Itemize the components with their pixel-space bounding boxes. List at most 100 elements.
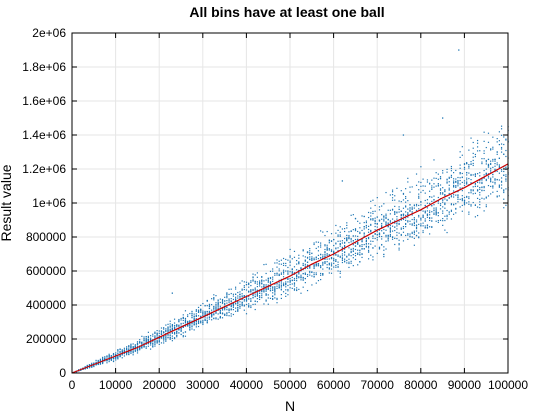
scatter-point [304, 282, 306, 284]
scatter-point [498, 185, 500, 187]
scatter-point [204, 319, 206, 321]
scatter-point [433, 177, 435, 179]
scatter-point [354, 252, 357, 254]
scatter-point [503, 174, 505, 176]
scatter-point [254, 290, 256, 292]
scatter-point [405, 205, 407, 207]
scatter-point [328, 242, 330, 244]
scatter-point [119, 355, 121, 357]
scatter-point [405, 201, 407, 203]
scatter-point [492, 148, 494, 150]
scatter-point [426, 181, 429, 183]
scatter-point [252, 273, 254, 275]
scatter-point [230, 297, 232, 300]
scatter-point [171, 337, 173, 339]
scatter-point [226, 302, 228, 304]
scatter-point [337, 270, 339, 272]
scatter-point [315, 263, 317, 266]
scatter-point [344, 251, 346, 253]
scatter-point [344, 258, 346, 260]
scatter-point [250, 289, 252, 291]
scatter-point [354, 255, 357, 257]
scatter-point [361, 253, 363, 255]
scatter-point [490, 163, 492, 165]
scatter-point [226, 312, 228, 314]
scatter-point [424, 227, 426, 229]
scatter-point [258, 282, 261, 284]
scatter-point [328, 249, 330, 251]
scatter-point [450, 203, 453, 205]
scatter-point [176, 331, 178, 334]
scatter-point [361, 241, 363, 243]
scatter-point [328, 263, 330, 265]
scatter-point [202, 323, 204, 326]
scatter-point [147, 336, 149, 339]
scatter-point [391, 199, 394, 201]
scatter-point [326, 253, 328, 255]
scatter-point [226, 293, 228, 295]
scatter-point [396, 231, 398, 234]
scatter-point [272, 297, 274, 300]
scatter-point [402, 218, 405, 221]
scatter-point [239, 298, 241, 300]
scatter-point [267, 277, 269, 280]
scatter-point [391, 189, 394, 191]
scatter-point [394, 237, 396, 239]
scatter-point [361, 245, 363, 248]
scatter-point [444, 202, 446, 204]
scatter-point [237, 297, 239, 299]
scatter-point [485, 196, 487, 198]
scatter-point [474, 153, 476, 156]
scatter-point [208, 310, 211, 312]
scatter-point [328, 239, 330, 241]
scatter-point [411, 214, 413, 216]
scatter-point [195, 324, 197, 326]
scatter-point [278, 268, 280, 270]
scatter-point [498, 143, 500, 146]
scatter-point [350, 239, 352, 241]
scatter-point [398, 244, 400, 246]
scatter-point [145, 336, 147, 338]
scatter-point [322, 254, 324, 256]
scatter-point [130, 350, 132, 352]
scatter-point [426, 226, 429, 228]
scatter-point [232, 295, 235, 297]
scatter-point [252, 288, 254, 291]
scatter-point [422, 230, 424, 232]
scatter-point [396, 221, 398, 223]
scatter-point [376, 216, 378, 218]
scatter-point [418, 223, 420, 226]
scatter-point [415, 234, 418, 237]
scatter-point [422, 222, 424, 224]
scatter-point [152, 343, 154, 345]
scatter-point [306, 273, 309, 276]
scatter-point [333, 262, 335, 264]
scatter-point [361, 215, 363, 217]
scatter-point [84, 368, 86, 370]
scatter-point [450, 165, 453, 168]
scatter-point [296, 259, 298, 262]
scatter-point [265, 293, 267, 295]
scatter-point [426, 210, 429, 212]
scatter-point [106, 360, 108, 362]
scatter-point [213, 307, 215, 310]
scatter-point [145, 338, 147, 340]
scatter-point [95, 361, 97, 363]
scatter-point [322, 268, 324, 270]
scatter-point [472, 164, 474, 167]
scatter-point [479, 150, 481, 152]
scatter-point [285, 282, 287, 285]
scatter-point [293, 289, 296, 291]
scatter-point [158, 332, 160, 334]
scatter-point [317, 258, 320, 260]
scatter-point [302, 249, 304, 251]
scatter-point [474, 155, 476, 158]
scatter-point [389, 229, 391, 231]
scatter-point [226, 313, 228, 315]
scatter-point [400, 216, 402, 219]
scatter-point [282, 284, 285, 286]
scatter-point [437, 184, 439, 186]
scatter-point [180, 333, 182, 336]
scatter-point [352, 250, 354, 253]
scatter-point [241, 280, 243, 282]
